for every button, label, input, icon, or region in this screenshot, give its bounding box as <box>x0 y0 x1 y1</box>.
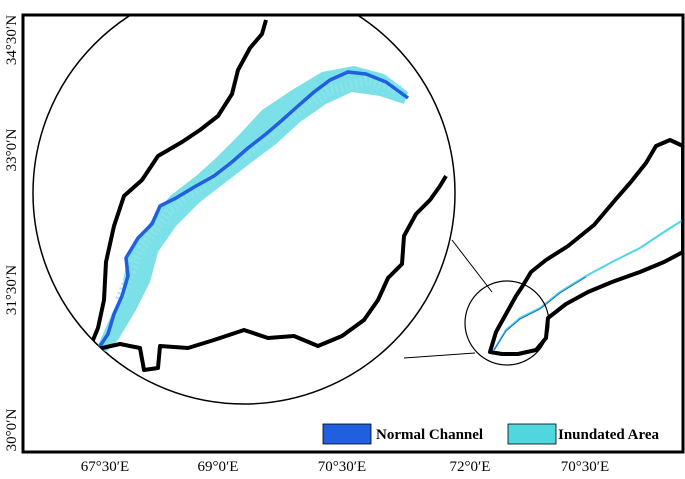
lon-label: 72°0′E <box>450 459 491 475</box>
lon-label: 67°30′E <box>81 459 129 475</box>
map-frame <box>21 13 685 454</box>
connector <box>403 352 476 359</box>
lon-label: 70°30′E <box>561 459 609 475</box>
river-overview <box>493 219 683 351</box>
channel-overview <box>493 276 587 351</box>
basin-outline-zoom <box>83 19 448 372</box>
lon-label: 69°0′E <box>198 459 239 475</box>
lat-label: 31°30′N <box>4 265 20 315</box>
zoom-content <box>83 19 448 372</box>
legend-label: Normal Channel <box>376 427 483 443</box>
map-area <box>32 15 683 405</box>
inundated-area <box>96 66 408 354</box>
normal-channel <box>94 70 410 353</box>
zoom-circle-small <box>464 280 550 366</box>
connector <box>451 239 493 293</box>
lat-label: 30°0′N <box>4 409 20 452</box>
lon-label: 70°30′E <box>318 459 366 475</box>
lat-label: 33°0′N <box>4 129 20 172</box>
legend-label: Inundated Area <box>558 427 660 443</box>
inundated-speckle <box>115 74 402 302</box>
lat-label: 34°30′N <box>4 15 20 65</box>
basin-outline <box>488 138 683 356</box>
legend-swatch <box>322 423 372 445</box>
legend-swatch <box>507 423 557 445</box>
zoom-circle-large <box>32 15 456 405</box>
